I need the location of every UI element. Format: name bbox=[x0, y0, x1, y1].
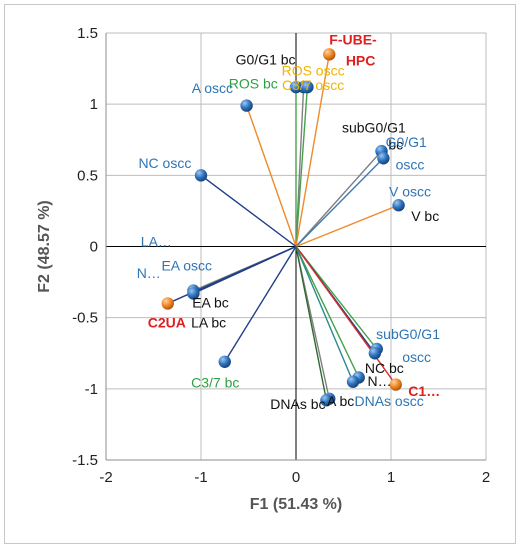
chart-frame: -2 -1 0 1 2 1.5 1 0.5 0 -0.5 -1 -1.5 F1 (51.43 %) F2 … bbox=[4, 4, 516, 544]
vector-line-11 bbox=[167, 245, 297, 305]
point-label-12: V oscc bbox=[389, 184, 431, 200]
x-tick-label-4: 2 bbox=[482, 469, 490, 486]
point-label-21: oscc bbox=[402, 349, 431, 365]
point-label-5: C3/7 oscc bbox=[282, 77, 344, 93]
x-tick-label-1: -1 bbox=[194, 469, 207, 486]
variable-point-3 bbox=[240, 99, 253, 112]
point-label-18: C2UA bbox=[148, 315, 186, 331]
point-label-7: subG0/G1 bbox=[342, 120, 406, 136]
y-tick-label-4: -0.5 bbox=[72, 310, 98, 327]
y-tick-label-2: 0.5 bbox=[77, 167, 98, 184]
point-label-27: A bc bbox=[327, 393, 354, 409]
biplot-chart: -2 -1 0 1 2 1.5 1 0.5 0 -0.5 -1 -1.5 F1 (51.43 %) F2 … bbox=[36, 25, 490, 513]
point-label-3: ROS oscc bbox=[282, 63, 345, 79]
variable-point-16 bbox=[320, 394, 333, 407]
point-label-1: HPC bbox=[346, 53, 376, 69]
x-tick-label-3: 1 bbox=[387, 469, 395, 486]
vector-line-12 bbox=[224, 246, 297, 363]
y-tick-label-0: 1.5 bbox=[77, 25, 98, 42]
point-label-11: NC oscc bbox=[138, 155, 191, 171]
variable-point-10 bbox=[218, 355, 231, 368]
vector-line-5 bbox=[200, 174, 297, 248]
vector-line-8 bbox=[295, 204, 399, 248]
point-label-16: N… bbox=[137, 265, 161, 281]
point-label-15: EA oscc bbox=[161, 258, 212, 274]
variable-point-2 bbox=[301, 80, 314, 94]
vector-line-17 bbox=[295, 246, 354, 382]
y-tick-label-3: 0 bbox=[90, 239, 98, 256]
y-tick-label-1: 1 bbox=[90, 96, 98, 113]
point-label-25: C1… bbox=[408, 383, 440, 399]
vector-line-3 bbox=[295, 54, 330, 247]
x-tick-label-0: -2 bbox=[99, 469, 112, 486]
variable-point-9 bbox=[187, 287, 200, 300]
point-label-2: G0/G1 bc bbox=[236, 51, 296, 67]
variable-point-1 bbox=[289, 80, 303, 94]
vector-line-4 bbox=[245, 105, 297, 247]
vector-line-15 bbox=[295, 246, 397, 385]
variable-point-4 bbox=[194, 169, 208, 182]
variable-point-6 bbox=[377, 152, 390, 165]
point-label-10: oscc bbox=[396, 157, 425, 173]
y-axis-title: F2 (48.57 %) bbox=[36, 200, 53, 292]
variable-point-12 bbox=[368, 347, 382, 360]
point-label-28: DNAs bc bbox=[270, 396, 325, 412]
vector-line-16 bbox=[295, 246, 360, 378]
point-label-17: EA bc bbox=[192, 295, 229, 311]
point-label-24: C3/7 bc bbox=[191, 374, 239, 390]
variable-point-7 bbox=[392, 199, 405, 212]
point-label-19: LA bc bbox=[191, 315, 226, 331]
vector-line-19 bbox=[295, 246, 328, 401]
vector-line-7 bbox=[295, 157, 384, 247]
point-label-20: subG0/G1 bbox=[376, 326, 440, 342]
point-label-14: LA… bbox=[141, 234, 172, 250]
x-axis-title: F1 (51.43 %) bbox=[250, 496, 342, 513]
point-label-6: A oscc bbox=[192, 80, 233, 96]
variable-point-14 bbox=[346, 375, 360, 388]
point-label-8: bc bbox=[388, 137, 403, 153]
point-label-23: N… bbox=[368, 373, 392, 389]
observation-point-1 bbox=[161, 297, 174, 310]
vector-line-6 bbox=[295, 150, 383, 247]
point-label-4: ROS bc bbox=[229, 76, 278, 92]
point-label-26: DNAs oscc bbox=[354, 393, 423, 409]
x-tick-label-2: 0 bbox=[292, 469, 300, 486]
point-label-22: NC bc bbox=[365, 360, 404, 376]
y-tick-label-6: -1.5 bbox=[72, 452, 98, 469]
vector-line-2 bbox=[295, 87, 309, 247]
point-label-13: V bc bbox=[411, 208, 439, 224]
point-label-9: G0/G1 bbox=[386, 134, 427, 150]
observation-point-0 bbox=[323, 48, 336, 61]
observation-point-2 bbox=[389, 378, 402, 391]
point-label-0: F-UBE- bbox=[329, 31, 377, 47]
y-tick-label-5: -1 bbox=[85, 381, 98, 398]
